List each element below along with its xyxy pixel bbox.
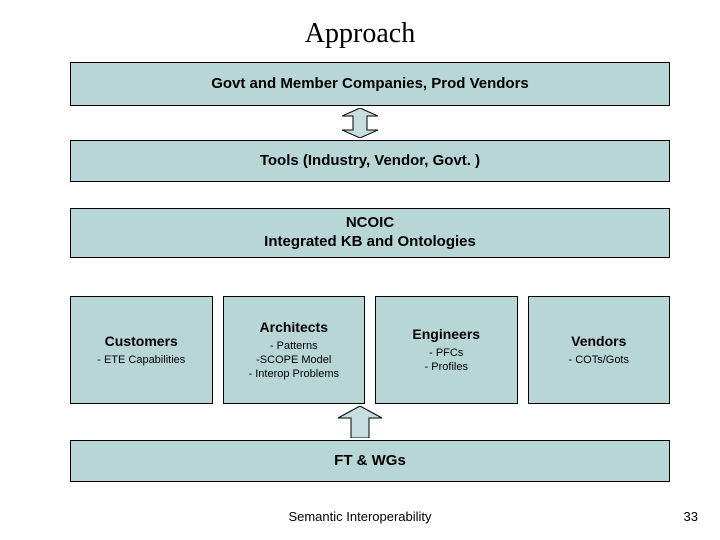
role-items: - COTs/Gots [568,353,629,367]
connector-double-arrow [342,108,378,138]
role-box: Engineers - PFCs- Profiles [375,296,518,404]
slide-title: Approach [0,0,720,56]
role-items: - ETE Capabilities [97,353,185,367]
box-ncoic-kb: NCOICIntegrated KB and Ontologies [70,208,670,258]
footer-text: Semantic Interoperability [0,509,720,524]
role-title: Engineers [412,326,480,342]
box-govt-members-label: Govt and Member Companies, Prod Vendors [211,75,529,94]
box-tools: Tools (Industry, Vendor, Govt. ) [70,140,670,182]
box-govt-members: Govt and Member Companies, Prod Vendors [70,62,670,106]
box-ft-wgs: FT & WGs [70,440,670,482]
role-items: - PFCs- Profiles [425,346,468,375]
roles-row: Customers - ETE Capabilities Architects - P… [70,296,670,404]
box-tools-label: Tools (Industry, Vendor, Govt. ) [260,152,480,171]
role-box: Customers - ETE Capabilities [70,296,213,404]
box-ft-wgs-label: FT & WGs [334,452,406,471]
connector-up-arrow [338,406,382,438]
role-box: Vendors - COTs/Gots [528,296,671,404]
box-ncoic-kb-label: NCOICIntegrated KB and Ontologies [264,214,476,252]
role-title: Customers [105,333,178,349]
role-title: Architects [260,319,328,335]
role-title: Vendors [571,333,626,349]
page-number: 33 [684,509,698,524]
role-box: Architects - Patterns-SCOPE Model- Intero… [223,296,366,404]
role-items: - Patterns-SCOPE Model- Interop Problems [249,339,339,382]
